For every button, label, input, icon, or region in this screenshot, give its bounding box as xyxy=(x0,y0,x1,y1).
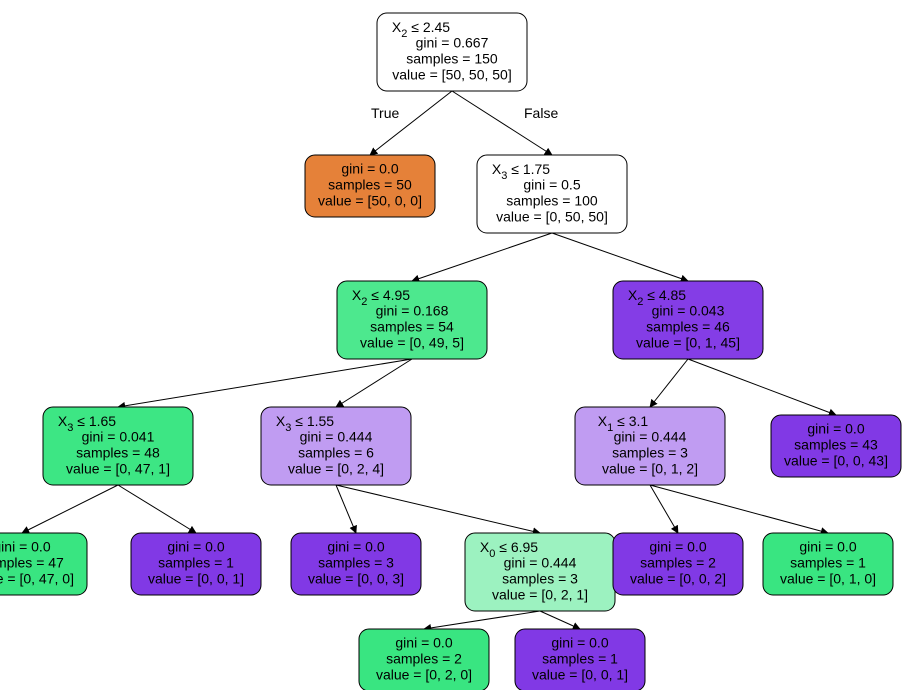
tree-edge xyxy=(336,359,412,407)
node-text-line: samples = 100 xyxy=(506,193,598,209)
tree-node: gini = 0.0samples = 1value = [0, 0, 1] xyxy=(515,629,645,690)
tree-node: X1 ≤ 3.1gini = 0.444samples = 3value = [… xyxy=(575,407,725,485)
node-text-line: samples = 2 xyxy=(386,651,462,667)
tree-edge xyxy=(370,91,452,155)
tree-edge xyxy=(118,485,196,533)
node-text-line: gini = 0.444 xyxy=(300,429,373,445)
tree-edge xyxy=(650,485,678,533)
node-text-line: value = [0, 0, 1] xyxy=(532,667,628,683)
node-text-line: value = [0, 0, 43] xyxy=(784,453,888,469)
edge-label-false: False xyxy=(524,105,558,121)
node-text-line: gini = 0.0 xyxy=(395,635,452,651)
edge-labels-layer: True False xyxy=(371,105,558,121)
node-text-line: gini = 0.0 xyxy=(799,539,856,555)
node-text-line: value = [0, 47, 1] xyxy=(66,461,170,477)
node-text-line: samples = 50 xyxy=(328,177,412,193)
tree-edge xyxy=(540,611,580,629)
node-text-line: gini = 0.444 xyxy=(614,429,687,445)
node-text-line: samples = 6 xyxy=(298,445,374,461)
decision-tree-diagram: X2 ≤ 2.45gini = 0.667samples = 150value … xyxy=(0,0,904,690)
tree-node: X2 ≤ 4.85gini = 0.043samples = 46value =… xyxy=(613,281,763,359)
node-text-line: samples = 54 xyxy=(370,319,454,335)
node-text-line: gini = 0.041 xyxy=(82,429,155,445)
tree-edge xyxy=(412,233,552,281)
tree-edge xyxy=(424,611,540,629)
node-text-line: gini = 0.0 xyxy=(551,635,608,651)
node-text-line: gini = 0.0 xyxy=(649,539,706,555)
node-text-line: samples = 1 xyxy=(790,555,866,571)
tree-node: gini = 0.0samples = 2value = [0, 0, 2] xyxy=(613,533,743,595)
tree-node: gini = 0.0samples = 3value = [0, 0, 3] xyxy=(291,533,421,595)
node-text-line: samples = 3 xyxy=(502,571,578,587)
tree-node: X3 ≤ 1.55gini = 0.444samples = 6value = … xyxy=(261,407,411,485)
tree-node: gini = 0.0samples = 43value = [0, 0, 43] xyxy=(771,415,901,477)
node-text-line: samples = 3 xyxy=(318,555,394,571)
node-text-line: value = [0, 1, 0] xyxy=(780,571,876,587)
node-text-line: samples = 1 xyxy=(542,651,618,667)
node-text-line: value = [0, 2, 0] xyxy=(376,667,472,683)
node-text-line: value = [50, 50, 50] xyxy=(392,67,511,83)
tree-node: gini = 0.0samples = 2value = [0, 2, 0] xyxy=(359,629,489,690)
tree-edge xyxy=(118,359,412,407)
node-text-line: value = [0, 2, 4] xyxy=(288,461,384,477)
node-text-line: gini = 0.5 xyxy=(523,177,580,193)
node-text-line: value = [50, 0, 0] xyxy=(318,193,422,209)
node-text-line: gini = 0.667 xyxy=(416,35,489,51)
node-text-line: value = [0, 1, 45] xyxy=(636,335,740,351)
tree-node: X2 ≤ 2.45gini = 0.667samples = 150value … xyxy=(377,13,527,91)
node-text-line: value = [0, 50, 50] xyxy=(496,209,608,225)
node-text-line: value = [0, 2, 1] xyxy=(492,587,588,603)
node-text-line: samples = 3 xyxy=(612,445,688,461)
node-text-line: gini = 0.0 xyxy=(327,539,384,555)
tree-node: X0 ≤ 6.95gini = 0.444samples = 3value = … xyxy=(465,533,615,611)
node-text-line: samples = 46 xyxy=(646,319,730,335)
node-text-line: value = [0, 47, 0] xyxy=(0,571,74,587)
node-text-line: gini = 0.444 xyxy=(504,555,577,571)
tree-node: gini = 0.0samples = 47value = [0, 47, 0] xyxy=(0,533,87,595)
node-text-line: samples = 47 xyxy=(0,555,64,571)
tree-edge xyxy=(650,485,828,533)
tree-node: gini = 0.0samples = 1value = [0, 1, 0] xyxy=(763,533,893,595)
tree-node: gini = 0.0samples = 50value = [50, 0, 0] xyxy=(305,155,435,217)
node-text-line: value = [0, 0, 3] xyxy=(308,571,404,587)
tree-edge xyxy=(22,485,118,533)
node-text-line: samples = 48 xyxy=(76,445,160,461)
node-text-line: gini = 0.0 xyxy=(0,539,51,555)
node-text-line: gini = 0.0 xyxy=(807,421,864,437)
tree-edge xyxy=(650,359,688,407)
tree-node: X3 ≤ 1.65gini = 0.041samples = 48value =… xyxy=(43,407,193,485)
node-text-line: value = [0, 1, 2] xyxy=(602,461,698,477)
tree-node: X2 ≤ 4.95gini = 0.168samples = 54value =… xyxy=(337,281,487,359)
node-text-line: gini = 0.0 xyxy=(167,539,224,555)
tree-edge xyxy=(336,485,540,533)
tree-edge xyxy=(336,485,356,533)
node-text-line: samples = 150 xyxy=(406,51,498,67)
tree-edge xyxy=(552,233,688,281)
node-text-line: gini = 0.043 xyxy=(652,303,725,319)
node-text-line: gini = 0.168 xyxy=(376,303,449,319)
node-text-line: samples = 43 xyxy=(794,437,878,453)
node-text-line: samples = 1 xyxy=(158,555,234,571)
edge-label-true: True xyxy=(371,105,399,121)
tree-edge xyxy=(452,91,552,155)
node-text-line: value = [0, 49, 5] xyxy=(360,335,464,351)
node-text-line: samples = 2 xyxy=(640,555,716,571)
tree-node: gini = 0.0samples = 1value = [0, 0, 1] xyxy=(131,533,261,595)
tree-node: X3 ≤ 1.75gini = 0.5samples = 100value = … xyxy=(477,155,627,233)
node-text-line: value = [0, 0, 1] xyxy=(148,571,244,587)
node-text-line: value = [0, 0, 2] xyxy=(630,571,726,587)
node-text-line: gini = 0.0 xyxy=(341,161,398,177)
nodes-layer: X2 ≤ 2.45gini = 0.667samples = 150value … xyxy=(0,13,901,690)
